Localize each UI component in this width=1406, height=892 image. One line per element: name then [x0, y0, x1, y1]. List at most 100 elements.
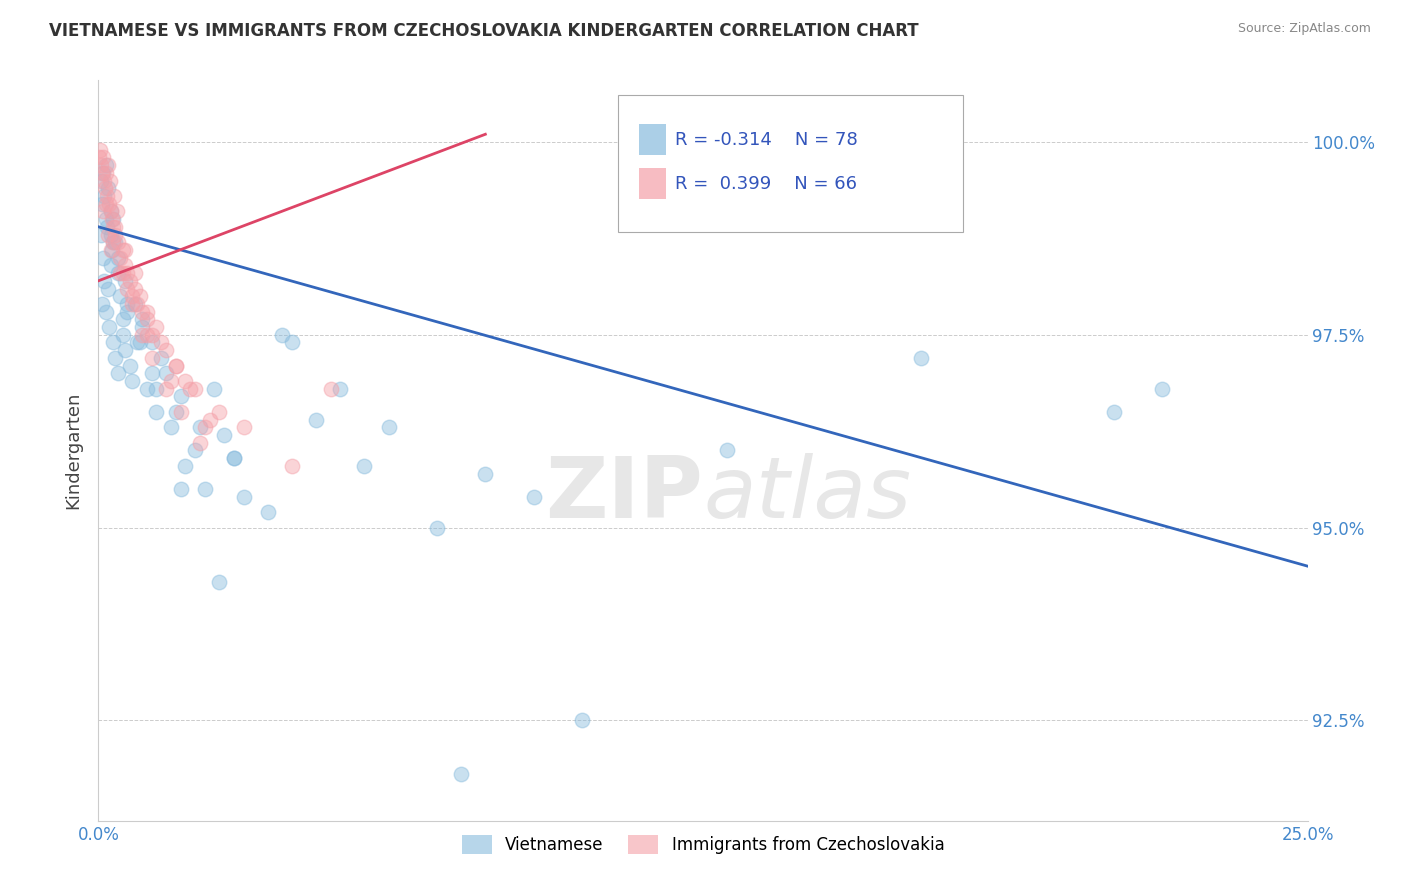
Point	[141, 367, 163, 381]
Point	[107, 235, 129, 250]
Point	[105, 204, 128, 219]
Text: R = -0.314    N = 78: R = -0.314 N = 78	[675, 130, 858, 148]
Point	[89, 150, 111, 164]
Point	[104, 219, 127, 234]
Point	[98, 196, 121, 211]
Point	[131, 327, 153, 342]
Point	[910, 351, 932, 365]
Point	[107, 251, 129, 265]
Point	[198, 412, 221, 426]
Point	[97, 281, 120, 295]
Point	[111, 312, 134, 326]
Point	[108, 251, 131, 265]
Point	[160, 420, 183, 434]
Text: atlas: atlas	[703, 453, 911, 536]
Text: R =  0.399    N = 66: R = 0.399 N = 66	[675, 175, 858, 193]
Point	[165, 405, 187, 419]
Point	[426, 520, 449, 534]
Point	[104, 351, 127, 365]
Point	[91, 251, 114, 265]
Point	[150, 351, 173, 365]
Point	[104, 235, 127, 250]
Point	[353, 458, 375, 473]
Point	[111, 243, 134, 257]
Point	[90, 173, 112, 187]
Point	[377, 420, 399, 434]
Point	[94, 181, 117, 195]
Point	[329, 382, 352, 396]
Point	[160, 374, 183, 388]
Point	[89, 143, 111, 157]
Point	[131, 304, 153, 318]
Point	[91, 166, 114, 180]
Point	[319, 382, 342, 396]
Point	[118, 274, 141, 288]
Point	[131, 312, 153, 326]
Point	[174, 374, 197, 388]
Point	[135, 327, 157, 342]
Point	[107, 367, 129, 381]
Point	[101, 335, 124, 350]
Point	[128, 289, 150, 303]
Point	[117, 297, 139, 311]
Point	[114, 243, 136, 257]
Point	[94, 212, 117, 227]
Point	[121, 297, 143, 311]
Point	[104, 227, 127, 242]
Point	[184, 382, 207, 396]
Bar	[638, 169, 665, 200]
Point	[523, 490, 546, 504]
Bar	[638, 124, 665, 155]
Point	[135, 382, 157, 396]
Point	[124, 266, 146, 280]
Point	[194, 420, 217, 434]
Point	[208, 405, 231, 419]
Point	[101, 219, 124, 234]
Point	[91, 150, 114, 164]
Point	[232, 490, 254, 504]
FancyBboxPatch shape	[619, 95, 963, 232]
Point	[131, 320, 153, 334]
Point	[96, 219, 118, 234]
Point	[271, 327, 294, 342]
Point	[90, 158, 112, 172]
Point	[135, 312, 157, 326]
Point	[281, 458, 304, 473]
Point	[124, 297, 146, 311]
Point	[222, 451, 245, 466]
Point	[188, 435, 211, 450]
Point	[194, 482, 217, 496]
Point	[155, 343, 177, 358]
Point	[114, 258, 136, 272]
Point	[155, 367, 177, 381]
Point	[91, 166, 114, 180]
Point	[204, 382, 226, 396]
Point	[101, 212, 124, 227]
Point	[94, 196, 117, 211]
Point	[100, 258, 122, 272]
Text: ZIP: ZIP	[546, 453, 703, 536]
Point	[91, 204, 114, 219]
Point	[96, 166, 118, 180]
Point	[94, 304, 117, 318]
Point	[121, 289, 143, 303]
Text: Source: ZipAtlas.com: Source: ZipAtlas.com	[1237, 22, 1371, 36]
Point	[117, 281, 139, 295]
Point	[179, 382, 201, 396]
Point	[114, 274, 136, 288]
Point	[141, 335, 163, 350]
Point	[124, 281, 146, 295]
Y-axis label: Kindergarten: Kindergarten	[65, 392, 83, 509]
Point	[232, 420, 254, 434]
Point	[91, 297, 114, 311]
Point	[90, 227, 112, 242]
Point	[100, 243, 122, 257]
Point	[98, 320, 121, 334]
Point	[155, 382, 177, 396]
Point	[97, 227, 120, 242]
Point	[101, 243, 124, 257]
Point	[128, 335, 150, 350]
Point	[111, 327, 134, 342]
Point	[117, 304, 139, 318]
Point	[117, 266, 139, 280]
